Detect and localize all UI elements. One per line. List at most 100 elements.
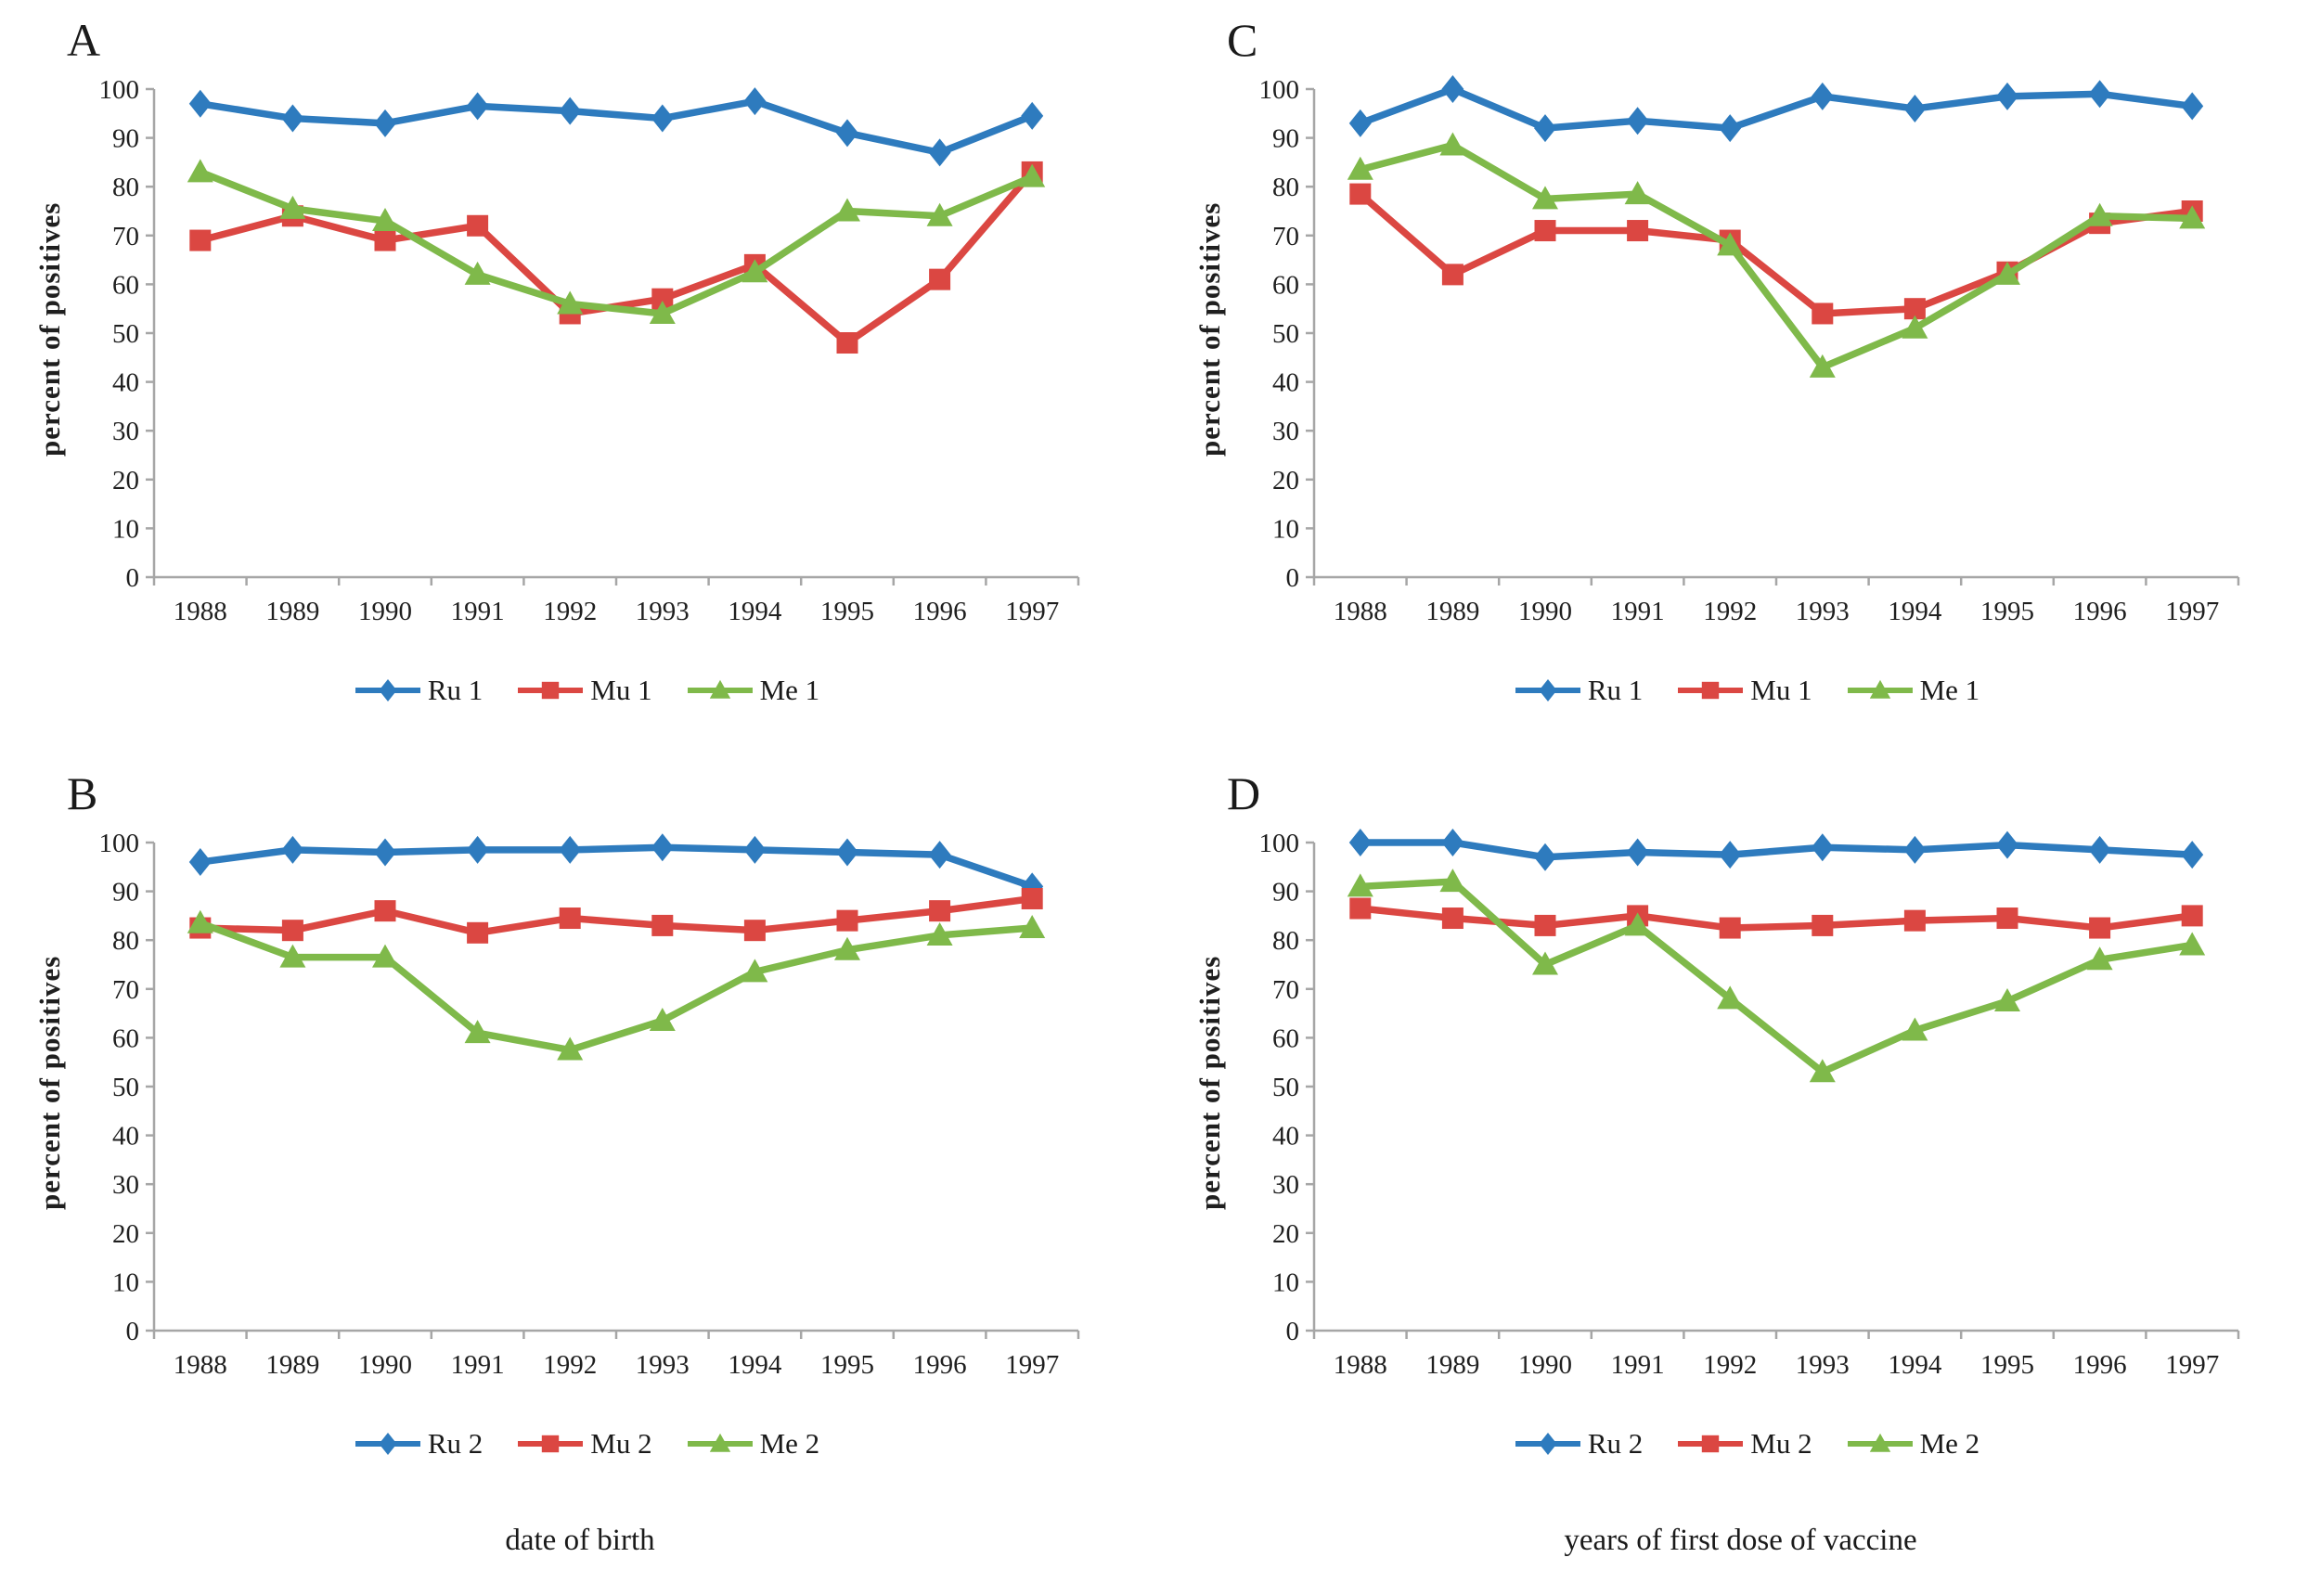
square-marker-icon xyxy=(518,681,584,700)
svg-text:100: 100 xyxy=(1259,75,1300,105)
diamond-marker-icon xyxy=(1515,1433,1580,1455)
svg-text:1989: 1989 xyxy=(1425,1350,1479,1380)
legend-label: Ru 2 xyxy=(1587,1427,1644,1460)
svg-text:50: 50 xyxy=(1272,1073,1299,1102)
svg-text:40: 40 xyxy=(1272,368,1299,398)
legend-label: Ru 1 xyxy=(427,674,484,706)
y-axis-title-b: percent of positives xyxy=(33,955,66,1211)
legend-label: Ru 1 xyxy=(1587,674,1644,706)
svg-text:0: 0 xyxy=(1286,1317,1300,1346)
svg-text:90: 90 xyxy=(1272,878,1299,907)
svg-text:1989: 1989 xyxy=(265,1350,319,1380)
triangle-marker-icon xyxy=(1847,679,1913,699)
svg-text:30: 30 xyxy=(1272,1170,1299,1200)
svg-text:10: 10 xyxy=(112,1268,139,1297)
legend-label: Mu 2 xyxy=(590,1427,652,1460)
square-marker-icon xyxy=(1678,1435,1744,1453)
svg-text:1995: 1995 xyxy=(820,597,874,626)
chart-area-b: percent of positives 0 10 20 30 40 50 60 70 80 90… xyxy=(24,828,1160,1384)
legend-label: Me 1 xyxy=(1919,674,1980,706)
svg-text:1988: 1988 xyxy=(1334,1350,1387,1380)
svg-text:70: 70 xyxy=(1272,222,1299,251)
svg-text:1997: 1997 xyxy=(2165,1350,2219,1380)
svg-text:1990: 1990 xyxy=(358,1350,412,1380)
svg-text:70: 70 xyxy=(112,975,139,1005)
svg-text:1996: 1996 xyxy=(2073,1350,2127,1380)
legend-label: Me 1 xyxy=(759,674,820,706)
triangle-marker-icon xyxy=(687,679,753,699)
legend-item-me-2: Me 2 xyxy=(686,1427,820,1461)
svg-text:20: 20 xyxy=(112,466,139,496)
svg-text:1995: 1995 xyxy=(820,1350,874,1380)
legend-item-ru-1: Ru 1 xyxy=(354,674,483,707)
svg-text:1994: 1994 xyxy=(728,1350,782,1380)
svg-text:1989: 1989 xyxy=(265,597,319,626)
panel-label-c: C xyxy=(1227,14,1258,66)
svg-text:50: 50 xyxy=(112,319,139,349)
svg-text:1994: 1994 xyxy=(728,597,782,626)
svg-text:1989: 1989 xyxy=(1425,597,1479,626)
line-chart-d: 0 10 20 30 40 50 60 70 80 90 100 1988 1989 1990 1991 19… xyxy=(1259,829,2240,1380)
svg-text:1992: 1992 xyxy=(543,1350,597,1380)
svg-text:1988: 1988 xyxy=(174,597,227,626)
svg-text:1994: 1994 xyxy=(1888,1350,1941,1380)
svg-text:1992: 1992 xyxy=(1703,597,1757,626)
diamond-marker-icon xyxy=(1515,679,1580,701)
panel-c: C percent of positives 0 10 20 30 40 50 60 70 80… xyxy=(1160,0,2321,753)
legend-label: Me 2 xyxy=(759,1427,820,1460)
svg-text:1991: 1991 xyxy=(451,597,505,626)
svg-text:90: 90 xyxy=(1272,124,1299,154)
svg-text:80: 80 xyxy=(112,926,139,956)
svg-text:50: 50 xyxy=(1272,319,1299,349)
svg-text:1990: 1990 xyxy=(1518,1350,1572,1380)
svg-text:1993: 1993 xyxy=(636,1350,690,1380)
legend-c: Ru 1 Mu 1 Me 1 xyxy=(1236,674,2257,707)
svg-text:1991: 1991 xyxy=(1611,597,1665,626)
diamond-marker-icon xyxy=(355,1433,420,1455)
panel-a: A percent of positives 0 10 20 30 40 50 60 70 80… xyxy=(0,0,1160,753)
panel-label-d: D xyxy=(1227,767,1261,819)
svg-text:50: 50 xyxy=(112,1073,139,1102)
svg-text:10: 10 xyxy=(1272,1268,1299,1297)
legend-label: Ru 2 xyxy=(427,1427,484,1460)
svg-text:1996: 1996 xyxy=(913,1350,967,1380)
svg-text:1992: 1992 xyxy=(543,597,597,626)
svg-text:1996: 1996 xyxy=(913,597,967,626)
svg-text:1997: 1997 xyxy=(1005,597,1059,626)
svg-text:10: 10 xyxy=(112,514,139,544)
svg-text:1993: 1993 xyxy=(1796,597,1850,626)
svg-text:0: 0 xyxy=(126,1317,140,1346)
svg-text:80: 80 xyxy=(1272,173,1299,202)
svg-text:90: 90 xyxy=(112,124,139,154)
svg-text:60: 60 xyxy=(1272,1023,1299,1053)
svg-text:1994: 1994 xyxy=(1888,597,1941,626)
svg-text:40: 40 xyxy=(112,1122,139,1152)
svg-text:60: 60 xyxy=(1272,270,1299,300)
svg-text:100: 100 xyxy=(99,829,140,858)
svg-text:70: 70 xyxy=(112,222,139,251)
legend-b: Ru 2 Mu 2 Me 2 xyxy=(76,1427,1097,1461)
x-axis-title-right: years of first dose of vaccine xyxy=(1564,1524,1917,1557)
legend-item-ru-2: Ru 2 xyxy=(354,1427,483,1461)
square-marker-icon xyxy=(518,1435,584,1453)
legend-item-me-1: Me 1 xyxy=(1846,674,1980,707)
svg-text:1992: 1992 xyxy=(1703,1350,1757,1380)
svg-text:20: 20 xyxy=(1272,466,1299,496)
y-axis-title-c: percent of positives xyxy=(1193,201,1226,457)
svg-text:30: 30 xyxy=(112,417,139,446)
panel-label-a: A xyxy=(67,14,101,66)
diamond-marker-icon xyxy=(355,679,420,701)
triangle-marker-icon xyxy=(1847,1433,1913,1452)
triangle-marker-icon xyxy=(687,1433,753,1452)
svg-text:1988: 1988 xyxy=(1334,597,1387,626)
legend-item-ru-1: Ru 1 xyxy=(1514,674,1643,707)
svg-text:40: 40 xyxy=(112,368,139,398)
svg-text:100: 100 xyxy=(99,75,140,105)
svg-text:1993: 1993 xyxy=(636,597,690,626)
svg-text:100: 100 xyxy=(1259,829,1300,858)
chart-area-a: percent of positives 0 10 20 30 40 50 60 70 80 90… xyxy=(24,74,1160,631)
svg-text:1997: 1997 xyxy=(1005,1350,1059,1380)
svg-text:40: 40 xyxy=(1272,1122,1299,1152)
svg-text:1997: 1997 xyxy=(2165,597,2219,626)
